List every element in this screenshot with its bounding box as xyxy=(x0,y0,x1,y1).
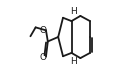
Text: O: O xyxy=(40,26,47,35)
Text: H: H xyxy=(70,57,77,66)
Text: H: H xyxy=(70,7,77,16)
Text: O: O xyxy=(40,53,47,62)
